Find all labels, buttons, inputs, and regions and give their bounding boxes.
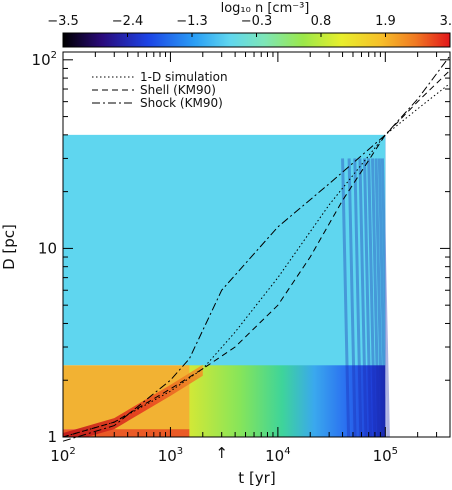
colorbar-tick-label: 0.8 (311, 14, 332, 29)
density-region (63, 429, 190, 437)
density-streak (347, 158, 357, 437)
colorbar-tick-label: 3.0 (440, 14, 452, 29)
curve-dashed (62, 69, 451, 438)
colorbar-tick-label: −1.3 (176, 14, 208, 29)
density-streak (362, 158, 372, 437)
colorbar-title: log₁₀ n [cm⁻³] (221, 1, 310, 16)
density-region (63, 134, 386, 366)
legend-label: Shell (KM90) (140, 83, 216, 97)
density-streak (353, 158, 363, 437)
plot-frame (62, 51, 451, 438)
y-tick-label: 102 (32, 50, 57, 69)
x-tick-label: 104 (265, 446, 290, 465)
y-tick-label: 1 (47, 428, 57, 446)
colorbar-tick-label: −2.4 (112, 14, 144, 29)
density-streak (358, 158, 368, 437)
density-streak (380, 158, 390, 437)
x-tick-label: 102 (50, 446, 75, 465)
y-tick-label: 10 (38, 239, 57, 257)
model-curves (62, 55, 451, 442)
colorbar-tick-label: −3.5 (47, 14, 79, 29)
x-axis-title: t [yr] (238, 469, 275, 487)
colorbar-ticks: −3.5 −2.4 −1.3 −0.3 0.8 1.9 3.0 (47, 14, 452, 37)
colorbar-tick-label: 1.9 (375, 14, 396, 29)
colorbar-tick-label: −0.3 (241, 14, 273, 29)
time-marker-arrow: ↑ (215, 444, 228, 462)
y-axis-title: D [pc] (0, 224, 18, 270)
shell-ridge (63, 364, 203, 437)
density-streak (374, 158, 384, 437)
density-streak (367, 158, 377, 437)
density-streak (377, 158, 387, 437)
density-streak (371, 158, 381, 437)
legend-label: Shock (KM90) (140, 96, 223, 110)
curve-dashdot (62, 55, 451, 442)
density-streak (341, 158, 351, 437)
legend-label: 1-D simulation (140, 70, 228, 84)
y-axis: 1 10 102 (32, 50, 450, 446)
x-tick-label: 105 (373, 446, 398, 465)
plot-field (63, 134, 390, 437)
x-tick-label: 103 (158, 446, 183, 465)
curve-dotted (62, 83, 451, 438)
